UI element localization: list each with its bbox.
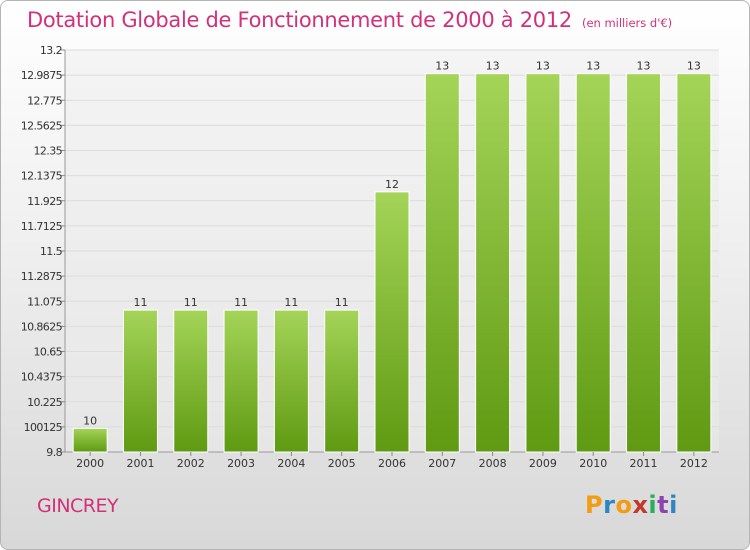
bar-value-label: 11: [184, 296, 198, 309]
bar: [525, 73, 561, 453]
x-tick-label: 2009: [529, 457, 557, 470]
bar: [676, 73, 712, 453]
x-tick-label: 2007: [428, 457, 456, 470]
chart-title: Dotation Globale de Fonctionnement de 20…: [27, 8, 672, 32]
title-unit: (en milliers d'€): [581, 16, 673, 30]
y-tick-label: 100125: [24, 421, 63, 434]
bar: [424, 73, 460, 453]
bar-value-label: 13: [637, 60, 651, 73]
y-tick-label: 13.2: [40, 44, 62, 57]
bar-value-label: 10: [83, 414, 97, 427]
logo-letter: i: [648, 491, 658, 519]
logo-letter: o: [615, 491, 633, 519]
x-tick-label: 2004: [277, 457, 305, 470]
bar: [324, 309, 360, 453]
y-tick-label: 11.7125: [21, 220, 63, 233]
title-text: Dotation Globale de Fonctionnement de 20…: [27, 8, 572, 32]
bar-value-label: 13: [435, 60, 449, 73]
bar: [122, 309, 158, 453]
bar: [72, 427, 108, 453]
y-tick-label: 11.5: [40, 245, 63, 258]
y-tick-label: 10.4375: [21, 371, 63, 384]
y-tick-label: 9.8: [46, 446, 62, 459]
y-tick-label: 10.225: [27, 396, 62, 409]
bar: [374, 191, 410, 453]
x-tick-label: 2010: [579, 457, 607, 470]
bar: [475, 73, 511, 453]
bar: [173, 309, 209, 453]
bar-value-label: 13: [687, 60, 701, 73]
place-name: GINCREY: [37, 495, 119, 517]
bar-value-label: 13: [486, 60, 500, 73]
logo-letter: x: [632, 491, 649, 519]
bar: [626, 73, 662, 453]
y-tick-label: 12.1375: [21, 170, 63, 183]
logo-letter: r: [603, 491, 616, 519]
y-tick-label: 10.8625: [21, 320, 63, 333]
bar-value-label: 13: [586, 60, 600, 73]
y-tick-label: 12.9875: [21, 69, 63, 82]
logo-letter: t: [657, 491, 670, 519]
x-tick-label: 2005: [328, 457, 356, 470]
x-tick-label: 2012: [680, 457, 708, 470]
bar-value-label: 11: [335, 296, 349, 309]
logo-letter: i: [669, 491, 678, 519]
bar-value-label: 13: [536, 60, 550, 73]
x-tick-label: 2002: [177, 457, 205, 470]
y-tick-label: 12.775: [27, 94, 62, 107]
bar: [273, 309, 309, 453]
y-tick-label: 11.075: [27, 295, 62, 308]
y-tick-label: 12.35: [34, 145, 63, 158]
y-tick-label: 11.2875: [21, 270, 63, 283]
logo-letter: P: [585, 491, 604, 519]
x-tick-label: 2000: [76, 457, 104, 470]
y-tick-label: 11.925: [27, 195, 62, 208]
x-tick-label: 2011: [630, 457, 658, 470]
bar-value-label: 11: [234, 296, 248, 309]
y-tick-label: 12.5625: [21, 119, 63, 132]
bar-value-label: 12: [385, 178, 399, 191]
bar-value-label: 11: [284, 296, 298, 309]
x-tick-label: 2001: [126, 457, 154, 470]
proxiti-logo: Proxiti: [585, 491, 678, 519]
y-tick-label: 10.65: [34, 346, 63, 359]
bar-value-label: 11: [133, 296, 147, 309]
x-tick-label: 2006: [378, 457, 406, 470]
bar: [575, 73, 611, 453]
bar: [223, 309, 259, 453]
x-tick-label: 2008: [479, 457, 507, 470]
x-tick-label: 2003: [227, 457, 255, 470]
